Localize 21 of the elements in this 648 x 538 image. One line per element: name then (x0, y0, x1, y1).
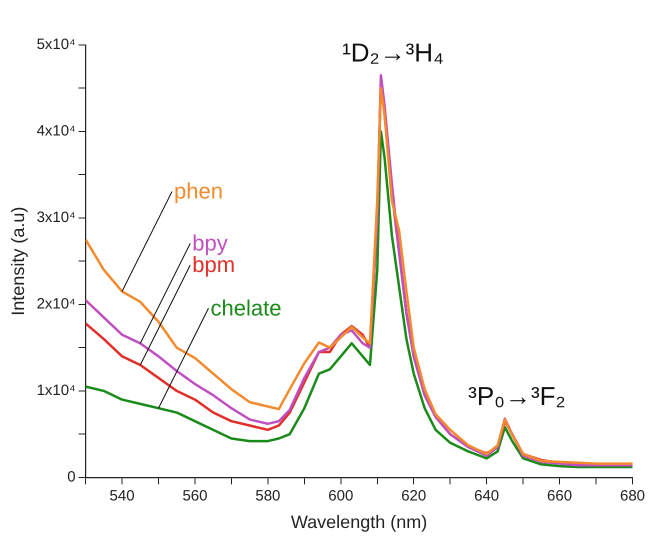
x-tick-label: 660 (547, 488, 572, 505)
text: bpy (192, 230, 228, 256)
text: chelate (210, 295, 282, 320)
x-axis-title: Wavelength (nm) (290, 512, 428, 532)
x-tick-label: 580 (255, 488, 280, 505)
y-tick-label: 1x10⁴ (36, 382, 76, 400)
y-tick-label: 2x10⁴ (36, 296, 76, 313)
y-tick-label: 0 (67, 468, 76, 486)
annotation: ³P₀→³F₂ (468, 380, 566, 411)
x-tick-label: 540 (110, 488, 135, 505)
x-tick-label: 680 (620, 488, 645, 505)
x-tick-label: 600 (328, 488, 354, 505)
y-tick-label: 4x10⁴ (36, 122, 76, 140)
x-tick-label: 560 (182, 488, 208, 505)
y-axis-title: Intensity (a.u) (8, 206, 28, 316)
text: phen (174, 178, 223, 204)
y-tick-label: 5x10⁴ (36, 36, 76, 54)
x-tick-label: 620 (401, 488, 426, 505)
y-tick-label: 3x10⁴ (36, 209, 76, 226)
x-tick-label: 640 (474, 488, 500, 505)
annotation: ¹D₂→³H₄ (342, 37, 444, 68)
